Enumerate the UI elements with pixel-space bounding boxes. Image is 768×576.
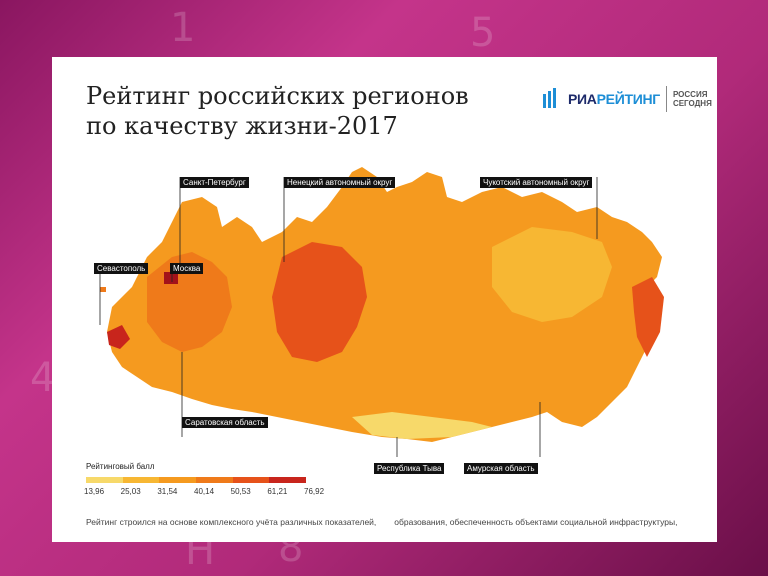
legend-tick-label: 50,53 — [230, 487, 251, 496]
legend-swatch — [232, 477, 270, 483]
title-line-1: Рейтинг российских регионов — [86, 82, 469, 110]
legend-swatch — [269, 477, 307, 483]
callout-chukotka: Чукотский автономный округ — [480, 177, 593, 188]
background-glyph: 4 — [30, 355, 56, 401]
callout-sevastopol: Севастополь — [94, 263, 149, 274]
callout-amur: Амурская область — [464, 463, 538, 474]
logo-brand-b: РЕЙТИНГ — [596, 91, 661, 107]
callout-tuva: Республика Тыва — [374, 463, 445, 474]
ria-logo-icon — [543, 88, 556, 108]
ria-rating-logo: РИАРЕЙТИНГ РОССИЯ СЕГОДНЯ — [542, 84, 712, 114]
logo-wordmark: РИАРЕЙТИНГ — [568, 91, 660, 107]
logo-brand-a: РИА — [568, 91, 597, 107]
callout-moscow: Москва — [170, 263, 204, 274]
map-region-kamchatka — [632, 277, 664, 357]
map-moscow — [164, 272, 178, 284]
logo-subtitle: РОССИЯ СЕГОДНЯ — [673, 90, 712, 108]
legend-swatch — [196, 477, 233, 483]
page-title: Рейтинг российских регионов по качеству … — [86, 81, 469, 141]
map-crimea — [107, 325, 130, 349]
map-region-far-east — [492, 227, 612, 322]
logo-sub-line-2: СЕГОДНЯ — [672, 99, 712, 108]
callout-spb: Санкт-Петербург — [180, 177, 249, 188]
logo-divider — [665, 86, 667, 112]
map-region-south — [352, 412, 492, 439]
callout-saratov: Саратовская область — [182, 417, 268, 428]
legend-ticks: 13,96 25,03 31,54 40,14 50,53 61,21 76,92 — [84, 487, 336, 499]
rating-legend: Рейтинговый балл 13,96 25,03 31,54 40,14 50,… — [84, 462, 336, 499]
legend-tick-label: 76,92 — [304, 487, 325, 496]
logo-sub-line-1: РОССИЯ — [672, 90, 708, 99]
legend-swatch — [86, 477, 123, 483]
title-line-2: по качеству жизни-2017 — [86, 112, 398, 140]
legend-tick-label: 40,14 — [194, 487, 215, 496]
map-region-ural — [272, 242, 367, 362]
footnote: Рейтинг строился на основе комплексного … — [86, 517, 717, 527]
legend-tick-label: 25,03 — [120, 487, 141, 496]
background-glyph: 1 — [170, 5, 196, 51]
legend-tick-label: 13,96 — [84, 487, 105, 496]
map-kaliningrad — [100, 287, 106, 292]
footnote-part-2: образования, обеспеченность объектами со… — [394, 517, 678, 527]
legend-color-bar — [86, 477, 307, 483]
infographic-panel: Рейтинг российских регионов по качеству … — [52, 57, 717, 542]
legend-tick-label: 61,21 — [267, 487, 288, 496]
legend-swatch — [159, 477, 197, 483]
russia-regions-map — [99, 167, 664, 457]
legend-title: Рейтинговый балл — [86, 462, 155, 471]
legend-swatch — [122, 477, 160, 483]
legend-tick-label: 31,54 — [157, 487, 178, 496]
callout-nenets: Ненецкий автономный округ — [284, 177, 396, 188]
footnote-part-1: Рейтинг строился на основе комплексного … — [86, 517, 377, 527]
background-glyph: 5 — [470, 10, 496, 56]
